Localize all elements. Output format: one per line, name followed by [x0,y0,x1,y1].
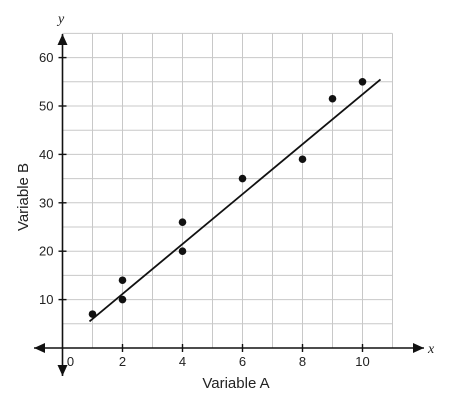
x-tick-label: 2 [119,354,126,369]
y-axis-arrow-down [57,365,68,376]
y-tick-label: 30 [39,195,53,210]
data-point [118,276,127,285]
x-tick-label: 10 [355,354,369,369]
x-tick-label: 4 [179,354,186,369]
data-point [328,94,337,103]
y-tick-label: 40 [39,147,53,162]
y-axis-label: Variable B [15,163,32,231]
data-point [118,295,127,304]
data-point [298,155,307,164]
x-axis-arrow-left [34,343,45,353]
x-tick-label: 6 [239,354,246,369]
y-tick-label: 10 [39,292,53,307]
x-tick-label: 8 [299,354,306,369]
y-tick-label: 60 [39,50,53,65]
data-point [178,218,187,226]
y-tick-label: 20 [39,244,53,259]
x-axis-label: Variable A [202,375,269,392]
y-axis-variable: y [56,12,65,27]
data-points [88,78,367,318]
y-axis-arrow-up [57,34,68,45]
x-tick-label: 0 [67,354,74,369]
data-point [238,174,247,183]
tick-labels: 0 2 4 6 8 10 10 20 30 40 50 60 [39,50,370,369]
y-tick-label: 50 [39,99,53,114]
trend-line [88,78,382,323]
axes [34,34,424,376]
x-axis-arrow-right [413,343,424,353]
data-point [178,247,187,255]
data-point [358,78,367,86]
x-axis-variable: x [427,342,435,357]
data-point [88,310,97,318]
grid [62,32,393,349]
